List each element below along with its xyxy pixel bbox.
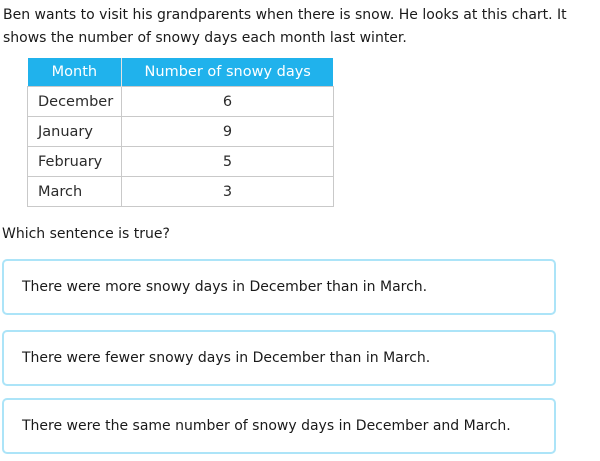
answer-option-label: There were the same number of snowy days…	[22, 418, 511, 434]
month-cell: January	[26, 116, 123, 147]
answer-option-label: There were more snowy days in December t…	[22, 279, 428, 295]
table-header-month: Month	[27, 58, 122, 87]
month-cell: December	[26, 86, 123, 117]
table-row: February 5	[26, 146, 334, 177]
question-prompt: Which sentence is true?	[2, 226, 170, 242]
month-cell: March	[26, 176, 123, 207]
table-row: December 6	[26, 86, 334, 117]
table-row: March 3	[26, 176, 334, 207]
days-cell: 6	[121, 86, 334, 117]
answer-option-same-days[interactable]: There were the same number of snowy days…	[2, 398, 556, 454]
days-cell: 5	[121, 146, 334, 177]
table-row: January 9	[26, 116, 334, 147]
snowy-days-table: Month Number of snowy days December 6 Ja…	[26, 58, 334, 207]
days-cell: 3	[121, 176, 334, 207]
month-cell: February	[26, 146, 123, 177]
table-header-row: Month Number of snowy days	[27, 58, 334, 87]
days-cell: 9	[121, 116, 334, 147]
table-header-days: Number of snowy days	[121, 58, 334, 87]
answer-option-fewer-days[interactable]: There were fewer snowy days in December …	[2, 330, 556, 386]
answer-option-more-days[interactable]: There were more snowy days in December t…	[2, 259, 556, 315]
answer-option-label: There were fewer snowy days in December …	[22, 350, 431, 366]
question-intro-text: Ben wants to visit his grandparents when…	[3, 7, 567, 46]
